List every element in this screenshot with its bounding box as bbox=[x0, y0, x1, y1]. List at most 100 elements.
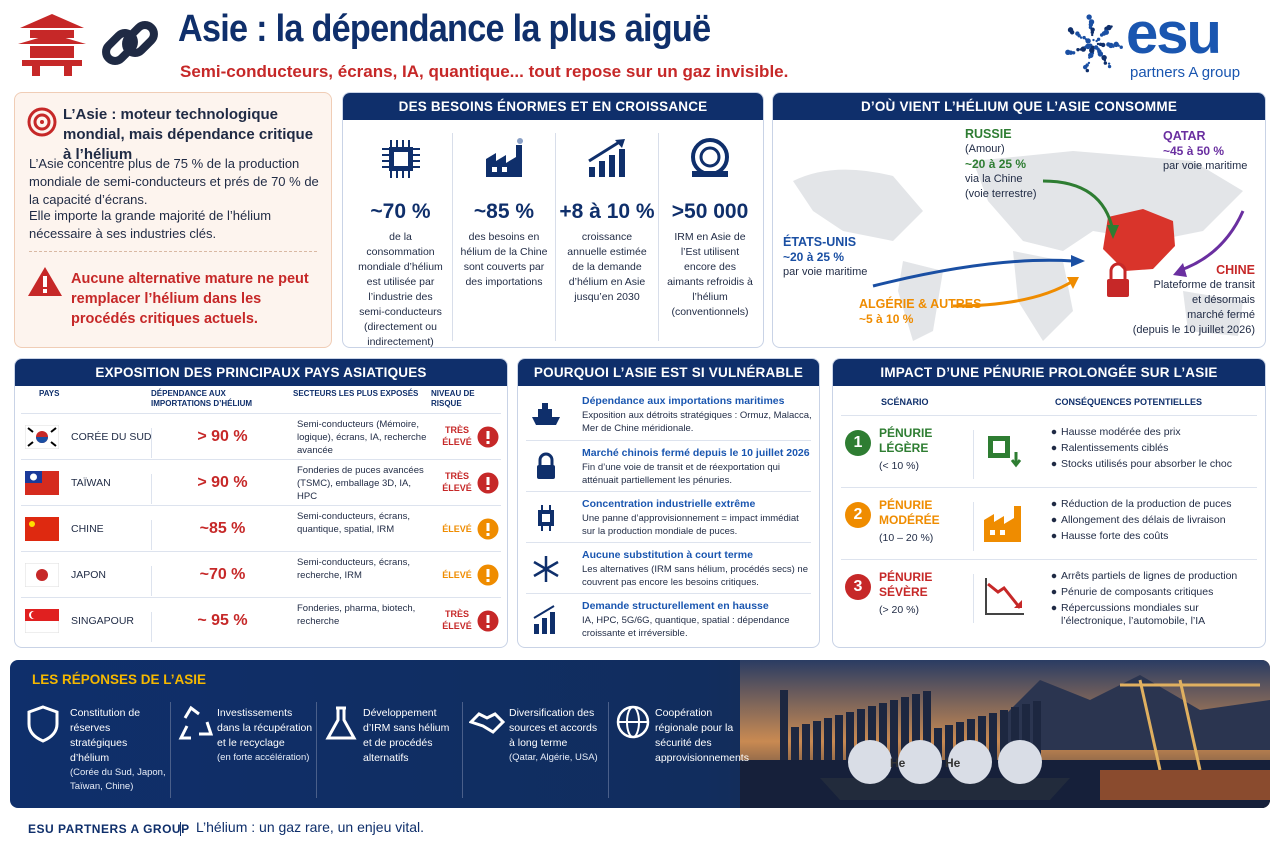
response-icon bbox=[177, 704, 214, 749]
source-line: ~45 à 50 % bbox=[1163, 144, 1225, 158]
intro-panel: L’Asie : moteur technologique mondial, m… bbox=[14, 92, 332, 348]
dependence: ~70 % bbox=[151, 566, 293, 596]
panel-title: D’OÙ VIENT L’HÉLIUM QUE L’ASIE CONSOMME bbox=[773, 93, 1265, 120]
source-name: ALGÉRIE & AUTRES bbox=[859, 297, 982, 311]
icon bbox=[468, 712, 506, 734]
scenario-number: 2 bbox=[845, 502, 871, 528]
table-header: CONSÉQUENCES POTENTIELLES bbox=[1055, 397, 1203, 407]
need-icon bbox=[585, 137, 629, 186]
target-icon bbox=[27, 107, 57, 142]
icon bbox=[381, 140, 420, 178]
source-name: CHINE bbox=[1216, 263, 1255, 277]
response-text: Investissements dans la récupération et … bbox=[217, 707, 313, 749]
icon bbox=[533, 556, 559, 582]
consequence: Ralentissements ciblés bbox=[1051, 442, 1261, 455]
source-name: RUSSIE bbox=[965, 127, 1012, 141]
intro-warning: Aucune alternative mature ne peut rempla… bbox=[71, 271, 309, 327]
table-row: CHINE ~85 % Semi-conducteurs, écrans, quan… bbox=[21, 505, 501, 551]
footer-separator bbox=[180, 822, 181, 836]
flag bbox=[25, 517, 59, 546]
need-figure: ~85 % bbox=[473, 200, 535, 223]
need-icon bbox=[482, 137, 526, 186]
need-text: IRM en Asie de l’Est utilisent encore de… bbox=[667, 231, 753, 318]
icon bbox=[27, 107, 57, 137]
source-label: CHINE Plateforme de transit et désormais ma… bbox=[1133, 263, 1255, 338]
consequence: Réduction de la production de puces bbox=[1051, 498, 1261, 511]
pagoda-icon bbox=[16, 10, 88, 81]
panel-title: EXPOSITION DES PRINCIPAUX PAYS ASIATIQUE… bbox=[15, 359, 507, 386]
vulnerable-icon bbox=[530, 553, 562, 590]
vulnerable-icon bbox=[530, 399, 562, 436]
icon bbox=[616, 705, 650, 739]
icon bbox=[25, 517, 59, 541]
icon bbox=[24, 562, 60, 588]
country: CORÉE DU SUD bbox=[71, 431, 152, 443]
needs-panel: DES BESOINS ÉNORMES ET EN CROISSANCE ~70 … bbox=[342, 92, 764, 348]
country: CHINE bbox=[71, 523, 104, 535]
need-text: croissance annuelle estimée de la demand… bbox=[567, 231, 647, 303]
vulnerable-text: Exposition aux détroits stratégiques : O… bbox=[582, 410, 812, 434]
table-row: SINGAPOUR ~ 95 % Fonderies, pharma, biotec… bbox=[21, 597, 501, 643]
scenario-icon bbox=[973, 574, 1026, 623]
source-label: ÉTATS-UNIS ~20 à 25 % par voie maritime bbox=[783, 235, 867, 280]
icon bbox=[477, 610, 499, 632]
icon bbox=[477, 518, 499, 540]
icon bbox=[985, 578, 1024, 615]
vulnerable-text: Fin d’une voie de transit et de réexport… bbox=[582, 462, 781, 486]
vulnerable-title: Marché chinois fermé depuis le 10 juille… bbox=[582, 447, 810, 459]
risk: TRÈS ÉLEVÉ bbox=[442, 471, 472, 493]
response-text: Constitution de réserves stratégiques d’… bbox=[70, 707, 141, 764]
icon bbox=[25, 471, 59, 495]
response-item: Développement d’IRM sans hélium et de pr… bbox=[316, 702, 462, 798]
need-figure: +8 à 10 % bbox=[559, 200, 655, 223]
table-header: SCÉNARIO bbox=[881, 397, 929, 407]
response-icon bbox=[615, 704, 651, 749]
response-note: (Corée du Sud, Japon, Taïwan, Chine) bbox=[70, 767, 166, 792]
consequence: Stocks utilisés pour absorber le choc bbox=[1051, 458, 1261, 471]
source-label: ALGÉRIE & AUTRES ~5 à 10 % bbox=[859, 297, 981, 327]
logo-globe bbox=[1062, 6, 1126, 91]
response-note: (Qatar, Algérie, USA) bbox=[509, 752, 598, 763]
tank-label: He bbox=[945, 756, 961, 770]
source-line: (voie terrestre) bbox=[965, 188, 1037, 200]
sectors: Semi-conducteurs, écrans, quantique, spa… bbox=[297, 511, 410, 535]
chain-icon bbox=[98, 12, 162, 81]
sectors: Semi-conducteurs (Mémoire, logique), écr… bbox=[297, 419, 427, 456]
consequence: Hausse forte des coûts bbox=[1051, 530, 1261, 543]
vulnerable-text: IA, HPC, 5G/6G, quantique, spatial : dép… bbox=[582, 615, 790, 639]
flag bbox=[24, 562, 60, 592]
icon bbox=[24, 424, 60, 450]
responses-title: LES RÉPONSES DE L’ASIE bbox=[32, 672, 207, 687]
response-item: Investissements dans la récupération et … bbox=[170, 702, 316, 798]
risk-icon bbox=[477, 426, 499, 453]
vulnerable-item: Dépendance aux importations maritimes Exp… bbox=[526, 389, 812, 440]
response-icon bbox=[323, 704, 359, 749]
vulnerable-panel: POURQUOI L’ASIE EST SI VULNÉRABLE Dépenda… bbox=[517, 358, 820, 648]
panel-title: IMPACT D’UNE PÉNURIE PROLONGÉE SUR L’ASI… bbox=[833, 359, 1265, 386]
sources-panel: D’OÙ VIENT L’HÉLIUM QUE L’ASIE CONSOMME R… bbox=[772, 92, 1266, 348]
vulnerable-title: Aucune substitution à court terme bbox=[582, 549, 753, 561]
risk-icon bbox=[477, 518, 499, 545]
icon bbox=[486, 138, 523, 177]
country: SINGAPOUR bbox=[71, 615, 135, 627]
need-icon bbox=[379, 137, 423, 186]
source-label: RUSSIE (Amour) ~20 à 25 % via la Chine (voie… bbox=[965, 127, 1037, 202]
icon bbox=[325, 706, 357, 740]
response-text: Développement d’IRM sans hélium et de pr… bbox=[363, 707, 450, 764]
need-icon bbox=[688, 137, 732, 186]
icon bbox=[18, 14, 86, 76]
scenario-level: PÉNURIE LÉGÈRE bbox=[879, 426, 933, 455]
icon bbox=[988, 436, 1022, 468]
source-line: (depuis le 10 juillet 2026) bbox=[1132, 324, 1255, 336]
response-item: Diversification des sources et accords à… bbox=[462, 702, 608, 798]
response-icon bbox=[468, 704, 506, 749]
subtitle: Semi-conducteurs, écrans, IA, quantique.… bbox=[180, 62, 789, 81]
footer-tagline: L’hélium : un gaz rare, un enjeu vital. bbox=[196, 819, 425, 835]
sectors: Semi-conducteurs, écrans, recherche, IRM bbox=[297, 557, 410, 581]
tank-label: He bbox=[890, 756, 906, 770]
icon bbox=[740, 660, 1270, 808]
icon bbox=[1065, 14, 1123, 73]
table-row: CORÉE DU SUD > 90 % Semi-conducteurs (Mémo… bbox=[21, 413, 501, 459]
consequence: Hausse modérée des prix bbox=[1051, 426, 1261, 439]
port-scene bbox=[740, 660, 1270, 808]
